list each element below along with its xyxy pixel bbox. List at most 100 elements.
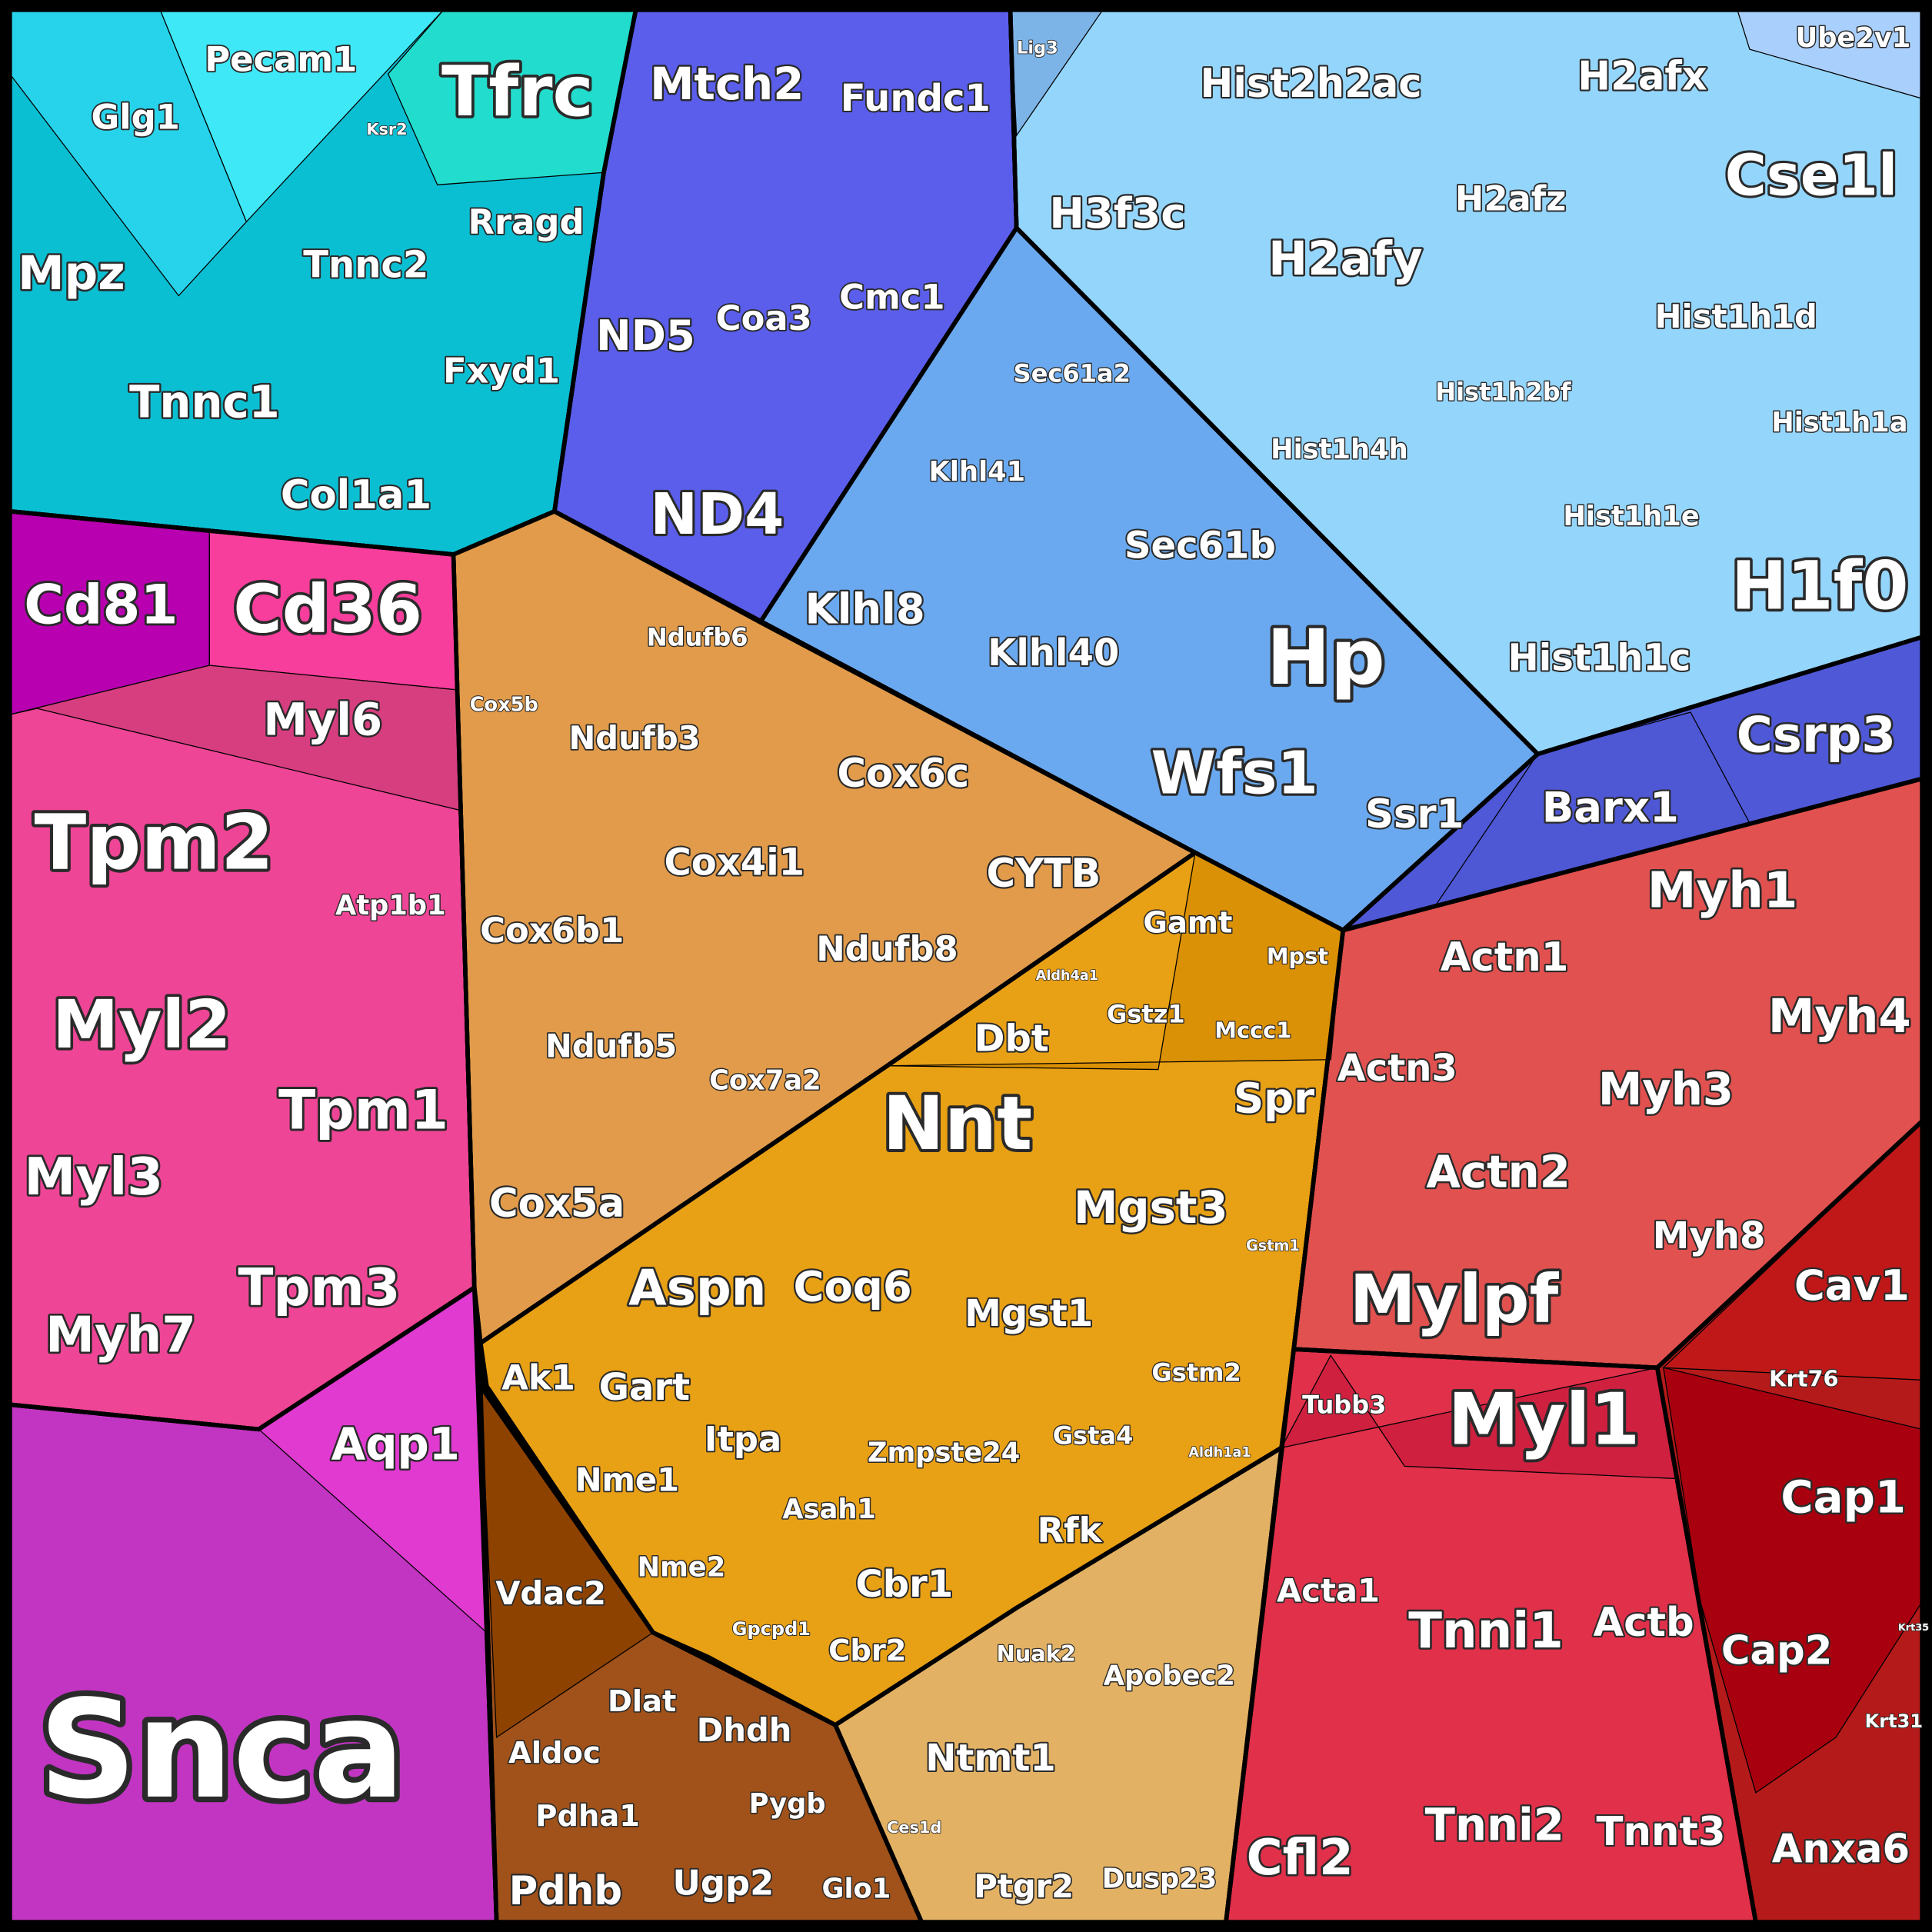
cell-label-itpa: Itpa bbox=[705, 1419, 781, 1460]
cell-label-cox6c: Cox6c bbox=[837, 751, 969, 797]
cell-label-cd81: Cd81 bbox=[24, 574, 178, 637]
cell-label-glo1: Glo1 bbox=[822, 1873, 891, 1904]
cell-label-krt35: Krt35 bbox=[1898, 1622, 1929, 1634]
cell-label-pdhb: Pdhb bbox=[509, 1868, 622, 1914]
cell-label-ksr2: Ksr2 bbox=[366, 120, 407, 138]
cell-label-pdha1: Pdha1 bbox=[535, 1799, 640, 1834]
cell-label-aspn: Aspn bbox=[628, 1261, 766, 1317]
cell-label-hist1h2bf: Hist1h2bf bbox=[1435, 377, 1571, 406]
cell-label-cd36: Cd36 bbox=[233, 571, 422, 648]
cell-label-mccc1: Mccc1 bbox=[1214, 1017, 1291, 1043]
cell-label-cav1: Cav1 bbox=[1794, 1261, 1910, 1310]
cell-label-cox4i1: Cox4i1 bbox=[665, 841, 805, 884]
cell-label-klhl8: Klhl8 bbox=[805, 584, 925, 633]
cell-label-rragd: Rragd bbox=[468, 202, 585, 242]
cell-label-nd5: ND5 bbox=[596, 311, 695, 360]
cell-label-asah1: Asah1 bbox=[782, 1494, 876, 1525]
cell-label-pecam1: Pecam1 bbox=[205, 38, 357, 79]
cell-label-cmc1: Cmc1 bbox=[839, 277, 944, 318]
cell-label-hist2h2ac: Hist2h2ac bbox=[1200, 61, 1421, 107]
cell-label-gpcpd1: Gpcpd1 bbox=[732, 1618, 811, 1640]
cell-label-snca: Snca bbox=[38, 1671, 405, 1829]
cell-label-gsta4: Gsta4 bbox=[1053, 1421, 1134, 1450]
cell-label-hist1h1e: Hist1h1e bbox=[1563, 501, 1699, 532]
cell-label-gart: Gart bbox=[599, 1366, 691, 1409]
cell-label-cox6b1: Cox6b1 bbox=[480, 910, 624, 951]
cell-label-lig3: Lig3 bbox=[1017, 38, 1058, 58]
cell-label-ndufb3: Ndufb3 bbox=[568, 719, 700, 757]
cell-label-h3f3c: H3f3c bbox=[1049, 188, 1185, 238]
cell-label-tnnc1: Tnnc1 bbox=[129, 375, 280, 428]
cell-label-gstm1: Gstm1 bbox=[1246, 1237, 1300, 1254]
cell-label-fxyd1: Fxyd1 bbox=[443, 351, 560, 391]
cell-label-mgst1: Mgst1 bbox=[964, 1292, 1093, 1335]
cell-label-tpm3: Tpm3 bbox=[238, 1257, 400, 1317]
cell-label-coa3: Coa3 bbox=[716, 298, 812, 338]
cell-label-krt76: Krt76 bbox=[1769, 1366, 1838, 1392]
cell-label-myh7: Myh7 bbox=[45, 1307, 196, 1364]
cell-label-nme2: Nme2 bbox=[638, 1551, 726, 1583]
cell-label-myl6: Myl6 bbox=[263, 694, 382, 746]
cell-shape bbox=[1280, 1354, 1677, 1480]
cell-label-mtch2: Mtch2 bbox=[650, 58, 804, 110]
cell-label-klhl40: Klhl40 bbox=[988, 631, 1119, 675]
cell-label-cytb: CYTB bbox=[987, 851, 1101, 897]
cell-label-ndufb6: Ndufb6 bbox=[647, 622, 748, 651]
cell-label-h2afz: H2afz bbox=[1455, 178, 1567, 218]
cell-label-myl3: Myl3 bbox=[24, 1147, 163, 1207]
cell-label-hist1h1a: Hist1h1a bbox=[1771, 407, 1907, 438]
cell-label-pygb: Pygb bbox=[749, 1788, 826, 1820]
cell-label-cap1: Cap1 bbox=[1780, 1471, 1906, 1523]
cell-label-mgst3: Mgst3 bbox=[1074, 1181, 1228, 1234]
cell-label-aqp1: Aqp1 bbox=[331, 1418, 460, 1471]
cell-label-sec61b: Sec61b bbox=[1124, 525, 1276, 568]
cell-label-myl1: Myl1 bbox=[1448, 1378, 1641, 1461]
cell-label-hist1h1c: Hist1h1c bbox=[1508, 636, 1691, 679]
cell-label-fundc1: Fundc1 bbox=[841, 77, 991, 120]
cell-label-cox5b: Cox5b bbox=[470, 693, 538, 716]
cell-label-actn2: Actn2 bbox=[1426, 1146, 1571, 1198]
cell-label-glg1: Glg1 bbox=[91, 97, 179, 138]
cell-label-tnni2: Tnni2 bbox=[1425, 1799, 1564, 1851]
cell-label-cbr2: Cbr2 bbox=[828, 1634, 906, 1668]
cell-label-aldoc: Aldoc bbox=[508, 1736, 601, 1770]
cell-label-ntmt1: Ntmt1 bbox=[925, 1737, 1056, 1780]
cell-label-apobec2: Apobec2 bbox=[1104, 1660, 1235, 1691]
cell-label-nuak2: Nuak2 bbox=[997, 1641, 1076, 1667]
cell-label-gstm2: Gstm2 bbox=[1151, 1358, 1241, 1387]
cell-label-mylpf: Mylpf bbox=[1350, 1261, 1560, 1338]
cell-label-ugp2: Ugp2 bbox=[672, 1862, 774, 1903]
cell-label-tnnt3: Tnnt3 bbox=[1597, 1809, 1726, 1855]
cell-label-mpz: Mpz bbox=[18, 246, 125, 301]
cell-label-anxa6: Anxa6 bbox=[1772, 1827, 1910, 1873]
cell-label-gstz1: Gstz1 bbox=[1107, 999, 1185, 1028]
cell-label-cfl2: Cfl2 bbox=[1247, 1830, 1354, 1887]
cell-label-acta1: Acta1 bbox=[1277, 1572, 1380, 1610]
cell-label-tpm1: Tpm1 bbox=[278, 1078, 448, 1141]
cell-label-vdac2: Vdac2 bbox=[495, 1574, 606, 1612]
cell-label-myh1: Myh1 bbox=[1647, 862, 1798, 919]
cell-label-ndufb8: Ndufb8 bbox=[816, 928, 958, 969]
cell-label-spr: Spr bbox=[1234, 1073, 1314, 1122]
cell-label-cox7a2: Cox7a2 bbox=[709, 1064, 821, 1096]
cell-label-krt31: Krt31 bbox=[1865, 1710, 1923, 1732]
cell-label-actn1: Actn1 bbox=[1441, 934, 1569, 981]
cell-label-tubb3: Tubb3 bbox=[1302, 1390, 1386, 1419]
cell-label-tnnc2: Tnnc2 bbox=[303, 243, 428, 286]
cell-label-ptgr2: Ptgr2 bbox=[974, 1867, 1074, 1905]
cell-label-cox5a: Cox5a bbox=[489, 1181, 625, 1227]
cell-label-actn3: Actn3 bbox=[1337, 1047, 1457, 1090]
cell-label-cbr1: Cbr1 bbox=[856, 1563, 954, 1606]
cell-label-myh8: Myh8 bbox=[1653, 1214, 1766, 1257]
cell-label-dbt: Dbt bbox=[974, 1018, 1049, 1061]
cell-label-wfs1: Wfs1 bbox=[1151, 740, 1318, 808]
cell-label-nd4: ND4 bbox=[650, 482, 784, 548]
cell-label-h2afy: H2afy bbox=[1268, 232, 1423, 286]
cell-label-gamt: Gamt bbox=[1143, 905, 1232, 940]
cell-label-aldh4a1: Aldh4a1 bbox=[1036, 968, 1098, 984]
cell-label-dlat: Dlat bbox=[608, 1684, 676, 1719]
cell-label-atp1b1: Atp1b1 bbox=[335, 890, 446, 921]
group-border bbox=[1654, 1119, 1924, 1924]
cell-label-hist1h1d: Hist1h1d bbox=[1655, 298, 1817, 335]
